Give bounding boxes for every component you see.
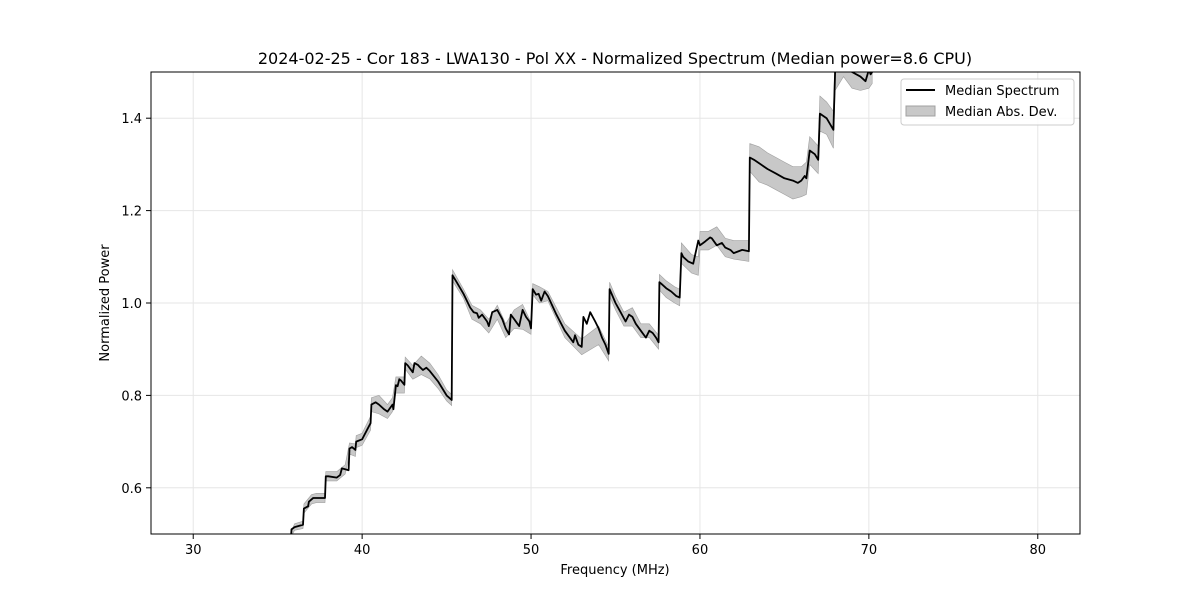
y-tick-label: 1.2 [121,205,142,220]
x-axis-label: Frequency (MHz) [560,563,669,578]
x-tick-label: 80 [1029,543,1046,558]
y-ticks: 0.6 0.8 1.0 1.2 1.4 [121,112,151,497]
y-tick-label: 1.0 [121,297,142,312]
x-tick-label: 40 [354,543,371,558]
legend: Median Spectrum Median Abs. Dev. [900,78,1075,126]
mad-band-layer [290,72,873,534]
legend-label-median-spectrum: Median Spectrum [945,84,1059,99]
x-ticks: 30 40 50 60 70 80 [185,534,1046,558]
x-tick-label: 30 [185,543,202,558]
y-axis-label: Normalized Power [98,244,113,362]
y-tick-label: 1.4 [121,112,142,127]
x-tick-label: 70 [861,543,878,558]
y-tick-label: 0.8 [121,389,142,404]
mad-band [290,72,873,534]
median-spectrum-line [290,72,873,534]
legend-band-swatch [905,105,936,117]
chart-title: 2024-02-25 - Cor 183 - LWA130 - Pol XX -… [258,49,972,68]
legend-frame [900,78,1075,126]
legend-label-median-abs-dev: Median Abs. Dev. [945,105,1057,120]
median-line-layer [290,72,873,534]
x-tick-label: 50 [523,543,540,558]
y-tick-label: 0.6 [121,482,142,497]
x-tick-label: 60 [692,543,709,558]
